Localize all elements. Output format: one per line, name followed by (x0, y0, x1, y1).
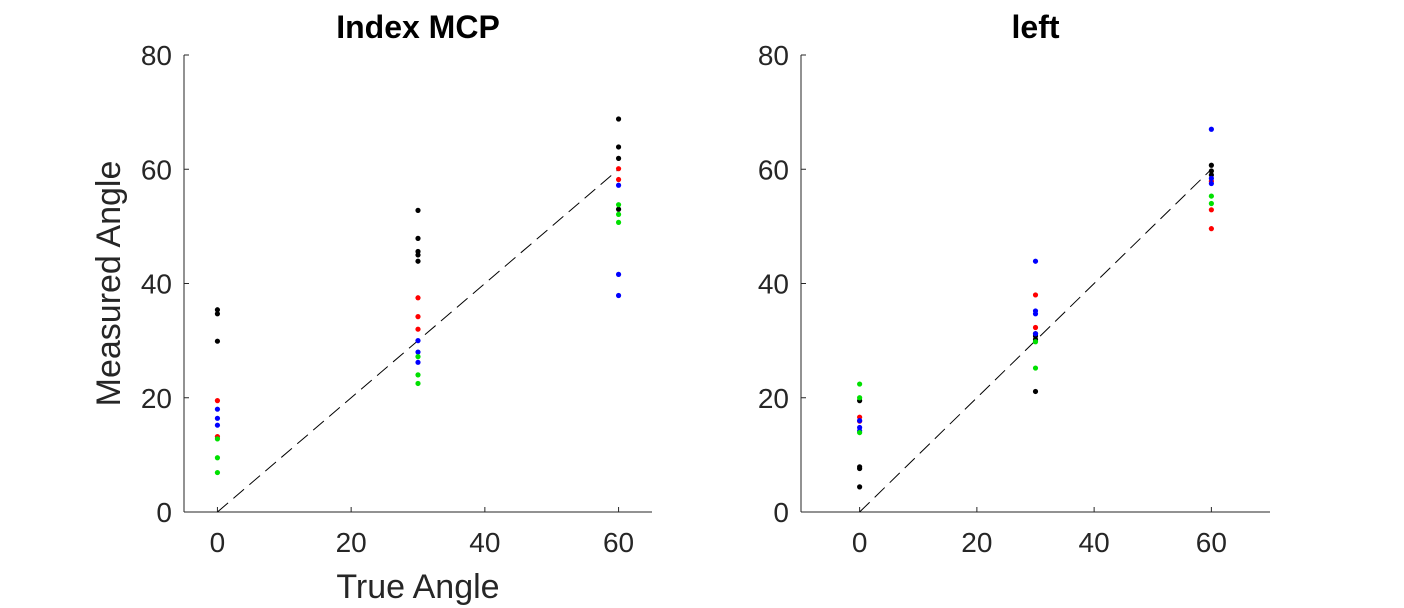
data-point (1032, 365, 1039, 371)
x-tick-label: 0 (210, 527, 226, 558)
data-point (415, 314, 421, 320)
data-point (214, 307, 221, 313)
subplot-index-mcp: 0 20 40 60 80 0 20 40 60 Index MCP True Angle Measu… (90, 9, 652, 606)
data-point (1208, 226, 1214, 232)
data-point (857, 484, 863, 490)
data-point (615, 271, 622, 277)
data-point (1208, 175, 1214, 181)
y-axis-label: Measured Angle (90, 161, 128, 407)
data-point (214, 398, 221, 404)
data-point (857, 395, 863, 401)
data-point (1208, 207, 1214, 213)
data-point (1032, 311, 1039, 317)
data-point (857, 465, 863, 472)
y-tick-label: 20 (758, 383, 789, 414)
x-tick-label: 20 (336, 527, 367, 558)
data-point (415, 338, 421, 344)
y-tick-label: 80 (141, 40, 172, 71)
data-point (415, 380, 421, 387)
y-tick-label: 40 (141, 269, 172, 300)
data-point (857, 381, 863, 387)
data-point (615, 206, 622, 212)
data-point (1208, 126, 1214, 132)
y-tick-label: 0 (156, 497, 172, 528)
chart-title: left (1012, 9, 1060, 45)
data-point (615, 166, 622, 172)
x-tick-label: 60 (603, 527, 634, 558)
data-point (615, 182, 622, 188)
data-point (615, 292, 622, 299)
data-point (857, 418, 863, 424)
y-tick-label: 0 (773, 497, 789, 528)
y-tick-label: 20 (141, 383, 172, 414)
data-point (615, 202, 622, 208)
y-tick-label: 60 (758, 154, 789, 185)
y-tick-label: 60 (141, 154, 172, 185)
x-tick-label: 20 (961, 527, 992, 558)
data-point (615, 219, 622, 225)
data-point (615, 144, 622, 150)
x-tick-label: 0 (852, 527, 868, 558)
data-point (1208, 162, 1214, 168)
data-point (214, 415, 221, 421)
data-point (1032, 324, 1039, 331)
data-point (1208, 200, 1214, 207)
data-point (415, 349, 421, 355)
data-point (615, 176, 622, 183)
data-point (615, 155, 622, 161)
data-point (1208, 168, 1214, 174)
data-point (214, 469, 221, 476)
data-point (415, 359, 421, 365)
data-point (1032, 388, 1039, 395)
x-tick-label: 40 (469, 527, 500, 558)
data-point (214, 422, 221, 428)
data-point (415, 252, 421, 258)
chart-title: Index MCP (336, 9, 500, 45)
x-tick-label: 40 (1079, 527, 1110, 558)
data-point (214, 455, 221, 461)
data-point (415, 235, 421, 241)
data-point (415, 354, 421, 360)
data-point (1032, 331, 1039, 337)
data-point (615, 211, 622, 217)
data-point (415, 326, 421, 332)
data-point (214, 406, 221, 412)
data-point (615, 116, 622, 122)
x-axis-label: True Angle (336, 568, 499, 606)
y-tick-label: 40 (758, 269, 789, 300)
data-point (214, 436, 221, 442)
data-point (415, 258, 421, 264)
data-point (415, 372, 421, 378)
data-point (1208, 180, 1214, 187)
data-point (214, 311, 221, 317)
subplot-left: 0 20 40 60 80 0 20 40 60 left (758, 9, 1270, 558)
data-point (415, 295, 421, 301)
data-point (857, 429, 863, 436)
data-point (1032, 292, 1039, 298)
y-tick-label: 80 (758, 40, 789, 71)
data-point (214, 338, 221, 344)
data-point (1032, 339, 1039, 345)
data-point (415, 207, 421, 213)
reference-line (859, 168, 1212, 513)
data-point (1208, 193, 1214, 199)
data-point (1032, 258, 1039, 264)
x-tick-label: 60 (1196, 527, 1227, 558)
